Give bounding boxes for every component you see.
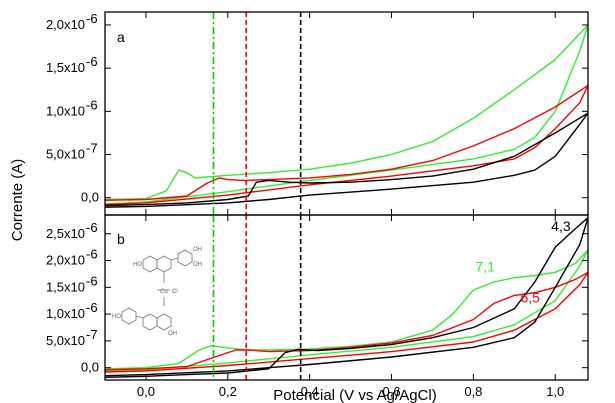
structure-label: HO [133, 262, 142, 268]
panel-b: b 4,3 7,1 6,5 HO OH OH Cu Cl HO OH [104, 214, 589, 381]
structure-label: OH [193, 262, 202, 268]
structure-ring-b [177, 249, 193, 267]
y-tick-label-a-1: 5,0x10 [46, 147, 85, 162]
y-tick-exponent-a-3: -6 [86, 54, 98, 69]
y-tick-label-b-1: 5,0x10 [46, 333, 85, 348]
structure-ring-c2 [156, 313, 172, 331]
panel-a-curves [105, 24, 588, 208]
x-tick-label-1: 0,2 [219, 384, 237, 399]
panel-a-letter: a [117, 29, 125, 45]
series-label-0: 4,3 [551, 218, 571, 234]
x-tick-label-3: 0,6 [382, 384, 400, 399]
x-tick-label-4: 0,8 [464, 384, 482, 399]
structure-bond [135, 315, 144, 319]
y-tick-label-b-3: 1,5x10 [46, 279, 85, 294]
y-tick-label-b-5: 2,5x10 [46, 226, 85, 241]
y-tick-exponent-a-4: -6 [86, 11, 98, 26]
structure-label: Cl [172, 289, 178, 295]
y-tick-label-b-0: 0,0 [81, 360, 99, 375]
series-label-2: 6,5 [520, 289, 540, 305]
copper-flavonoid-complex-structure [121, 249, 193, 331]
y-tick-labels: 0,05,0x10 -71,0x10 -61,5x10 -62,0x10 -60,05,… [46, 11, 99, 375]
y-tick-exponent-b-2: -6 [86, 300, 98, 315]
x-tick-label-0: 0,0 [137, 384, 155, 399]
structure-label: OH [168, 331, 177, 337]
y-tick-label-a-0: 0,0 [81, 190, 99, 205]
structure-ring-b2 [121, 307, 137, 325]
x-axis-title: Potencial (V vs Ag/AgCl) [273, 387, 436, 403]
y-tick-label-a-4: 2,0x10 [46, 17, 85, 32]
panel-a: a [104, 11, 589, 216]
y-axis-title: Corrente (A) [9, 159, 26, 242]
panel-b-reference-lines [212, 215, 302, 380]
y-tick-exponent-a-2: -6 [86, 97, 98, 112]
curve-b-1 [105, 271, 588, 373]
panel-a-ticks [105, 12, 588, 215]
structure-label: OH [193, 247, 202, 253]
x-tick-label-2: 0,4 [301, 384, 319, 399]
x-tick-labels: 0,0 0,2 0,4 0,6 0,8 1,0 [137, 384, 564, 399]
curve-a-0 [105, 24, 588, 205]
y-tick-label-a-3: 1,5x10 [46, 60, 85, 75]
structure-label: Cu [160, 289, 168, 295]
panel-b-frame [104, 214, 589, 381]
panel-b-ticks [105, 215, 588, 380]
curve-b-0 [105, 249, 588, 372]
y-tick-label-b-4: 2,0x10 [46, 253, 85, 268]
y-tick-exponent-a-1: -7 [86, 141, 98, 156]
structure-label: HO [112, 314, 121, 320]
y-tick-label-b-2: 1,0x10 [46, 306, 85, 321]
structure-ring-c [156, 255, 172, 273]
y-tick-exponent-b-3: -6 [86, 273, 98, 288]
x-tick-label-5: 1,0 [546, 384, 564, 399]
y-tick-exponent-b-4: -6 [86, 247, 98, 262]
series-label-1: 7,1 [475, 258, 495, 274]
structure-bond [170, 257, 179, 261]
y-tick-label-a-2: 1,0x10 [46, 103, 85, 118]
structure-atom-labels: HO OH OH Cu Cl HO OH [112, 247, 202, 337]
panel-b-curves [105, 217, 588, 378]
curve-b-2 [105, 217, 588, 378]
curve-a-2 [105, 112, 588, 208]
panel-a-reference-lines [212, 12, 302, 215]
y-tick-exponent-b-1: -7 [86, 327, 98, 342]
y-tick-exponent-b-5: -6 [86, 220, 98, 235]
panel-b-annotations: 4,3 7,1 6,5 [475, 218, 570, 305]
panel-b-letter: b [117, 231, 125, 247]
